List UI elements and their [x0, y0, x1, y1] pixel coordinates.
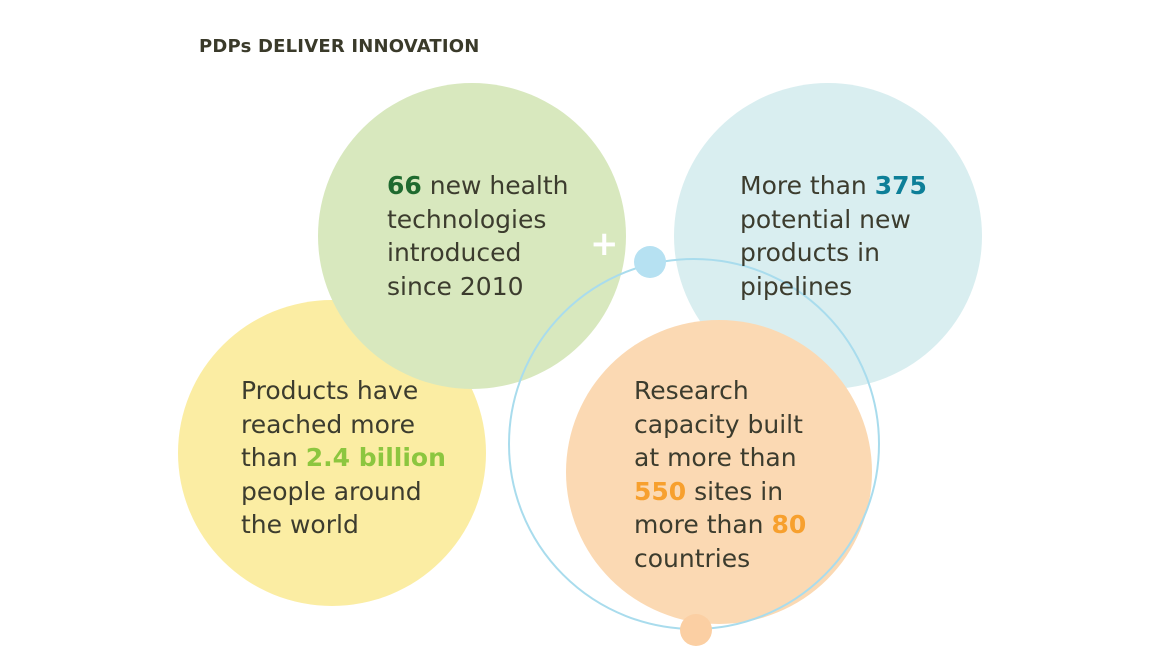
- yellow-line-4: people around: [241, 476, 422, 506]
- orange-dot: [680, 614, 712, 646]
- blue-dot: [634, 246, 666, 278]
- green-line-3: introduced: [387, 238, 522, 267]
- orange-line-6: countries: [634, 543, 751, 573]
- orange-line-5: more than 80: [634, 510, 807, 539]
- blue-line-4: pipelines: [740, 271, 853, 301]
- green-circle-text: 66 new health technologies introduced si…: [387, 169, 569, 303]
- stat-2-4-billion: 2.4 billion: [305, 443, 446, 472]
- blue-line-2: potential new: [740, 204, 911, 234]
- orange-line-1: Research: [634, 376, 749, 405]
- orange-line-2: capacity built: [634, 409, 803, 439]
- green-line-4: since 2010: [387, 271, 524, 301]
- yellow-line-3: than 2.4 billion: [241, 443, 446, 472]
- green-line-2: technologies: [387, 204, 547, 234]
- yellow-circle-text: Products have reached more than 2.4 bill…: [241, 374, 446, 542]
- orange-circle-text: Research capacity built at more than 550…: [634, 374, 806, 575]
- page-title: PDPs DELIVER INNOVATION: [199, 36, 480, 57]
- plus-icon: +: [590, 224, 619, 264]
- stat-375: 375: [874, 171, 927, 200]
- stat-80: 80: [771, 510, 807, 539]
- orange-line-4: 550 sites in: [634, 476, 784, 506]
- stat-550: 550: [634, 476, 687, 506]
- yellow-line-1: Products have: [241, 376, 419, 405]
- yellow-line-2: reached more: [241, 409, 415, 439]
- stat-66: 66: [387, 171, 422, 200]
- blue-line-1: More than 375: [740, 171, 927, 200]
- yellow-line-5: the world: [241, 510, 359, 539]
- blue-line-3: products in: [740, 238, 880, 267]
- green-line-1: 66 new health: [387, 171, 569, 200]
- orange-line-3: at more than: [634, 443, 797, 472]
- blue-circle-text: More than 375 potential new products in …: [740, 169, 927, 303]
